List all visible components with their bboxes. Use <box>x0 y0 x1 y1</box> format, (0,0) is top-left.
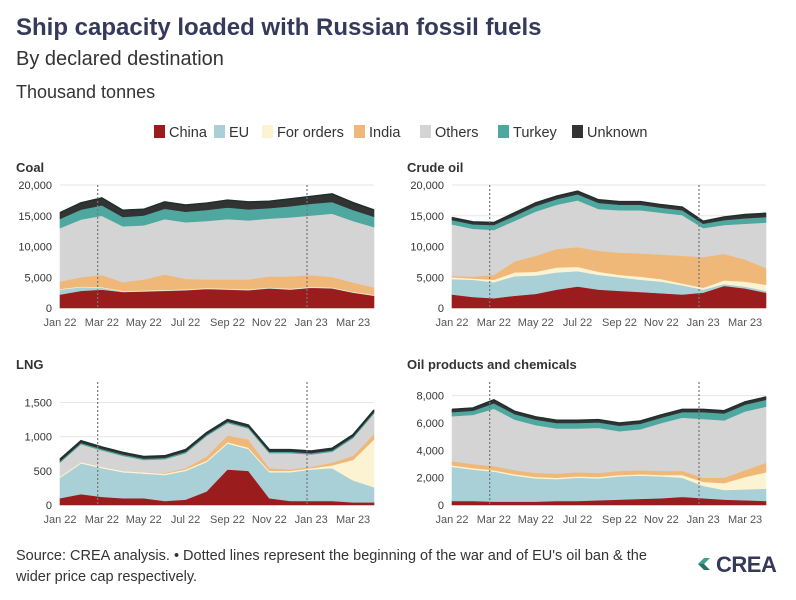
legend-swatch <box>498 125 509 138</box>
x-tick-label: May 22 <box>518 317 554 329</box>
x-tick-label: Jan 22 <box>435 514 468 526</box>
area-others <box>59 213 375 288</box>
legend-label: Others <box>435 125 479 141</box>
area-china <box>59 287 375 309</box>
panel-title: Oil products and chemicals <box>407 357 577 372</box>
panel-lng: LNG 0 500 1,000 1,500 Jan 22 Mar 22 May 22 Jul 2… <box>16 357 375 526</box>
y-tick-label: 5,000 <box>24 272 52 284</box>
y-tick-label: 0 <box>46 500 52 512</box>
y-tick-label: 8,000 <box>416 391 444 403</box>
legend-label: Unknown <box>587 125 647 141</box>
y-tick-label: 20,000 <box>410 180 444 192</box>
y-tick-label: 10,000 <box>410 242 444 254</box>
y-tick-label: 4,000 <box>416 445 444 457</box>
legend-swatch <box>572 125 583 138</box>
legend-item-india: India <box>354 125 401 141</box>
legend-item-eu: EU <box>214 125 249 141</box>
crea-logo: CREA <box>694 552 784 578</box>
x-tick-label: Jan 23 <box>295 514 328 526</box>
y-tick-label: 0 <box>438 303 444 315</box>
x-tick-label: Jul 22 <box>563 514 592 526</box>
logo-text: CREA <box>716 552 777 577</box>
x-tick-label: Mar 23 <box>336 317 370 329</box>
total-outline <box>59 409 375 460</box>
total-outline <box>59 193 375 214</box>
x-tick-label: Jan 23 <box>295 317 328 329</box>
y-tick-label: 500 <box>34 466 52 478</box>
x-tick-label: Mar 22 <box>85 514 119 526</box>
x-tick-label: Nov 22 <box>252 514 287 526</box>
legend-swatch <box>214 125 225 138</box>
legend-label: Turkey <box>513 125 558 141</box>
x-tick-label: Mar 22 <box>477 514 511 526</box>
legend-item-others: Others <box>420 125 479 141</box>
x-tick-label: Nov 22 <box>252 317 287 329</box>
y-tick-label: 1,000 <box>24 432 52 444</box>
chart-subtitle: By declared destination <box>16 48 224 70</box>
legend-label: For orders <box>277 125 344 141</box>
x-tick-label: Sep 22 <box>210 317 245 329</box>
legend-item-turkey: Turkey <box>498 125 558 141</box>
legend-label: EU <box>229 125 249 141</box>
x-tick-label: Nov 22 <box>644 514 679 526</box>
total-outline <box>451 190 767 224</box>
legend: China EU For orders India Others Turkey Unknow… <box>154 125 647 141</box>
y-tick-label: 10,000 <box>18 242 52 254</box>
panel-crude-oil: Crude oil 0 5,000 10,000 15,000 20,000 Jan 22 M… <box>407 160 767 329</box>
x-tick-label: Jan 23 <box>687 317 720 329</box>
source-note: Source: CREA analysis. • Dotted lines re… <box>16 548 647 585</box>
legend-label: China <box>169 125 208 141</box>
legend-label: India <box>369 125 401 141</box>
legend-item-unknown: Unknown <box>572 125 647 141</box>
x-tick-label: Jul 22 <box>563 317 592 329</box>
legend-swatch <box>262 125 273 138</box>
x-tick-label: Jan 23 <box>687 514 720 526</box>
x-tick-label: Mar 23 <box>728 514 762 526</box>
x-tick-label: Mar 22 <box>85 317 119 329</box>
x-tick-label: Jan 22 <box>43 514 76 526</box>
x-tick-label: Nov 22 <box>644 317 679 329</box>
total-outline <box>451 396 767 424</box>
x-tick-label: Jul 22 <box>171 317 200 329</box>
unit-label: Thousand tonnes <box>16 82 156 102</box>
y-tick-label: 15,000 <box>410 211 444 223</box>
x-tick-label: Jan 22 <box>43 317 76 329</box>
panel-title: LNG <box>16 357 43 372</box>
chart-title: Ship capacity loaded with Russian fossil… <box>16 14 542 41</box>
panel-oil-products-and-chemicals: Oil products and chemicals 0 2,000 4,000 6,0… <box>407 357 767 526</box>
x-tick-label: May 22 <box>126 317 162 329</box>
legend-swatch <box>154 125 165 138</box>
charts-area: Coal 0 5,000 10,000 15,000 20,000 Jan 22 Mar 22… <box>16 160 767 526</box>
x-tick-label: Sep 22 <box>602 514 637 526</box>
legend-item-for-orders: For orders <box>262 125 344 141</box>
x-tick-label: Jul 22 <box>171 514 200 526</box>
panel-title: Coal <box>16 160 44 175</box>
y-tick-label: 5,000 <box>416 272 444 284</box>
x-tick-label: Mar 23 <box>728 317 762 329</box>
x-tick-label: Sep 22 <box>210 514 245 526</box>
panel-title: Crude oil <box>407 160 463 175</box>
x-tick-label: May 22 <box>126 514 162 526</box>
panel-coal: Coal 0 5,000 10,000 15,000 20,000 Jan 22 Mar 22… <box>16 160 375 329</box>
y-tick-label: 20,000 <box>18 180 52 192</box>
x-tick-label: Mar 22 <box>477 317 511 329</box>
y-tick-label: 0 <box>46 303 52 315</box>
x-tick-label: Jan 22 <box>435 317 468 329</box>
y-tick-label: 2,000 <box>416 473 444 485</box>
crea-logo-icon <box>698 558 710 570</box>
x-tick-label: Sep 22 <box>602 317 637 329</box>
y-tick-label: 15,000 <box>18 211 52 223</box>
x-tick-label: May 22 <box>518 514 554 526</box>
y-tick-label: 6,000 <box>416 418 444 430</box>
x-tick-label: Mar 23 <box>336 514 370 526</box>
legend-item-china: China <box>154 125 208 141</box>
legend-swatch <box>420 125 431 138</box>
legend-swatch <box>354 125 365 138</box>
y-tick-label: 0 <box>438 500 444 512</box>
y-tick-label: 1,500 <box>24 398 52 410</box>
